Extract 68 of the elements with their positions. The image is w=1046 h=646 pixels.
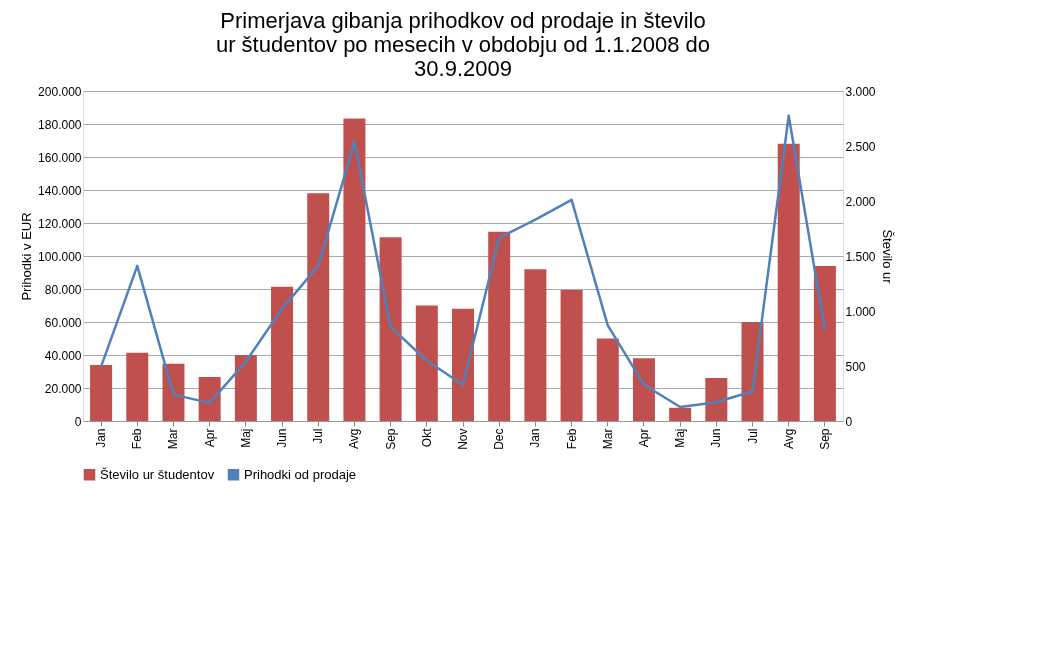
bar (452, 308, 474, 421)
y2-axis-title: Število ur (879, 229, 895, 285)
x-tick-label: Dec (492, 428, 507, 450)
x-tick-label: Jun (709, 428, 724, 448)
bar (596, 338, 619, 421)
y-tick-label: 140.000 (38, 183, 82, 198)
y-tick-label: 180.000 (38, 117, 82, 132)
x-tick-label: Feb (130, 428, 145, 450)
bar (90, 364, 113, 421)
x-tick-label: Apr (202, 428, 217, 448)
y2-tick-label: 2.500 (845, 139, 876, 154)
x-tick-label: Mar (166, 428, 181, 450)
bar (379, 237, 402, 421)
y-tick-label: 60.000 (44, 315, 82, 330)
legend-label: Prihodki od prodaje (244, 466, 357, 482)
x-tick-label: Apr (636, 428, 651, 448)
x-tick-label: Mar (600, 428, 615, 450)
text: ur študentov po mesecih v obdobju od 1.1.2008 do (215, 32, 711, 57)
bar (741, 322, 764, 421)
y-tick-label: 160.000 (38, 150, 82, 165)
y-tick-label: 200.000 (38, 84, 82, 99)
bar (271, 286, 294, 421)
x-tick-label: Okt (419, 427, 434, 448)
bar (560, 290, 583, 421)
bar (777, 143, 800, 421)
bar (524, 269, 547, 421)
y-tick-label: 0 (74, 414, 82, 429)
text: Primerjava gibanja prihodkov od prodaje in število (220, 8, 706, 33)
legend-label: Število ur študentov (100, 466, 215, 482)
line-series (99, 114, 827, 409)
x-tick-label: Avg (781, 428, 796, 449)
x-tick-label: Jan (94, 428, 109, 448)
y2-tick-label: 1.500 (845, 249, 876, 264)
x-tick-label: Sep (383, 428, 398, 450)
y2-tick-label: 3.000 (845, 84, 876, 99)
bar (126, 352, 149, 421)
bar (705, 378, 728, 421)
x-tick-label: Maj (238, 428, 253, 448)
y-tick-label: 40.000 (44, 348, 82, 363)
y-tick-label: 80.000 (44, 282, 82, 297)
y-tick-label: 120.000 (38, 216, 82, 231)
bar (813, 265, 836, 421)
x-tick-label: Jul (311, 428, 326, 444)
x-tick-label: Nov (456, 428, 470, 450)
y2-tick-label: 1.000 (845, 304, 876, 319)
y2-tick-label: 2.000 (845, 194, 876, 209)
x-tick-label: Jun (275, 428, 290, 448)
x-tick-label: Jan (528, 428, 543, 448)
bar (162, 363, 185, 421)
bar (488, 231, 511, 421)
bar (415, 305, 438, 421)
bar (343, 118, 366, 421)
x-tick-label: Avg (347, 428, 362, 449)
text: 30.9.2009 (414, 56, 512, 81)
y2-tick-label: 500 (845, 359, 866, 374)
bar (632, 358, 655, 421)
x-tick-label: Sep (817, 428, 832, 450)
y-axis-title: Prihodki v EUR (19, 212, 35, 301)
y-tick-label: 100.000 (38, 249, 82, 264)
x-tick-label: Jul (745, 428, 760, 444)
x-tick-label: Maj (673, 428, 688, 448)
y2-tick-label: 0 (845, 414, 853, 429)
bar (307, 193, 330, 421)
bar (234, 355, 257, 421)
bar (669, 407, 692, 421)
y-tick-label: 20.000 (44, 381, 82, 396)
bar (198, 377, 221, 421)
x-tick-label: Feb (564, 428, 579, 450)
